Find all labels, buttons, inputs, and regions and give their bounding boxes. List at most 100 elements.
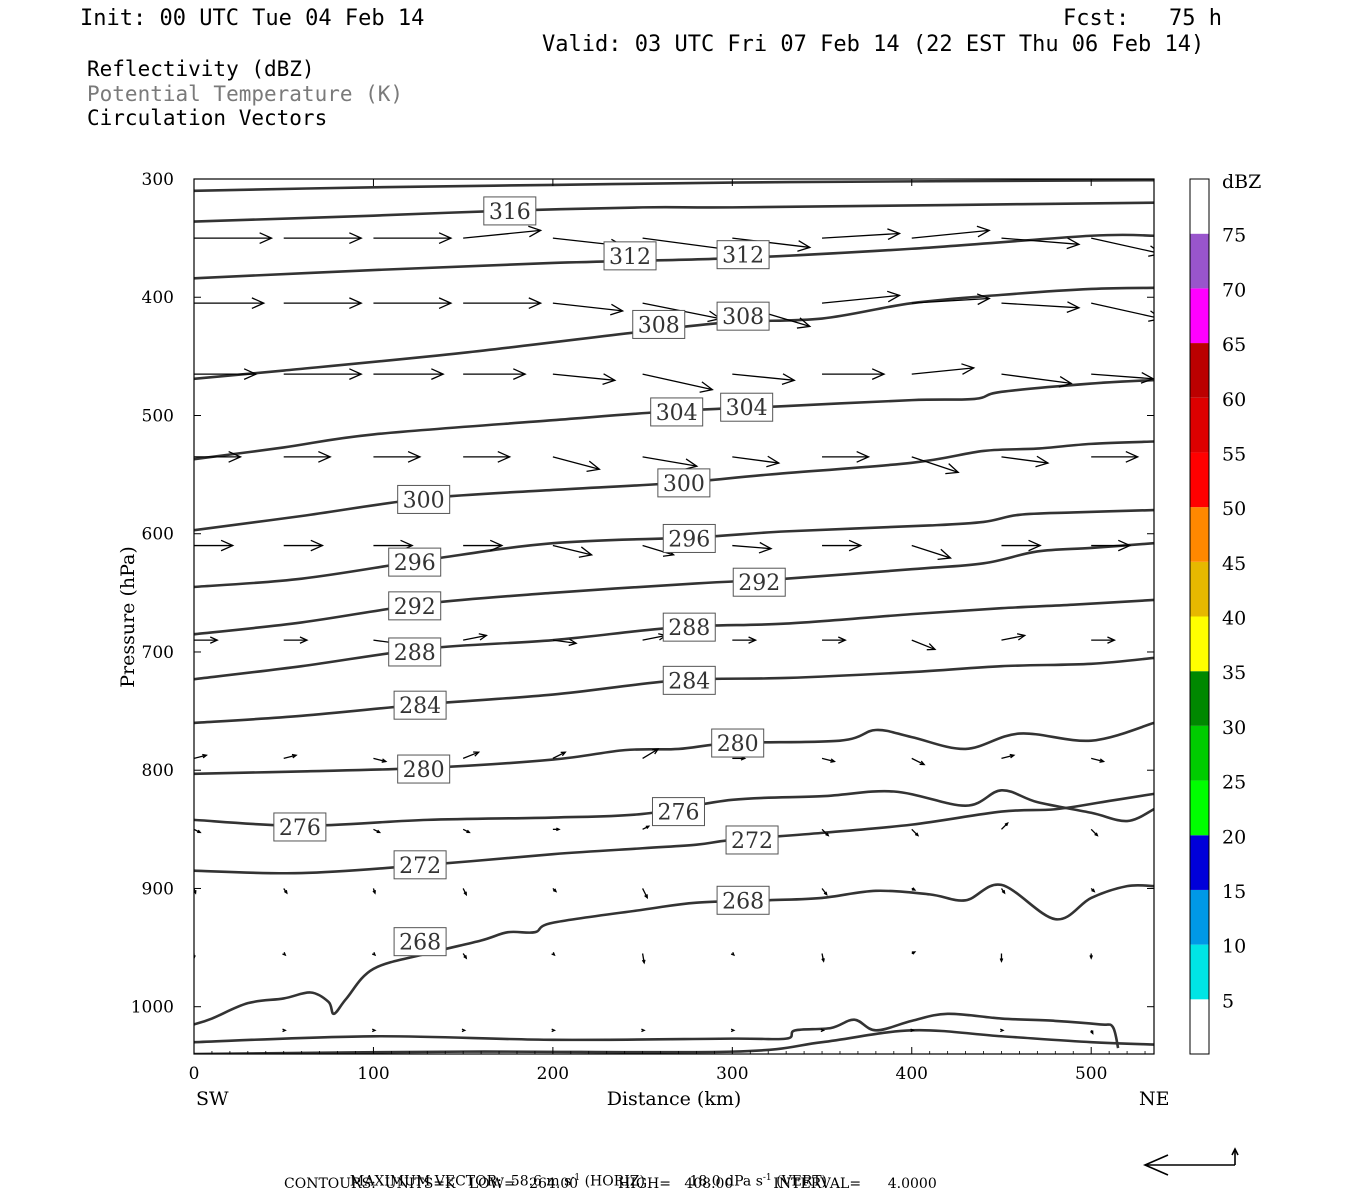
svg-text:284: 284	[399, 694, 441, 719]
theta-contour-296	[194, 508, 1154, 589]
circulation-vector	[911, 225, 991, 239]
circulation-vector	[463, 450, 512, 463]
circulation-vector	[373, 828, 382, 834]
vert-unit: (VERT)	[776, 1173, 827, 1190]
contour-label: 300	[657, 468, 711, 498]
circulation-vector	[642, 373, 714, 393]
circulation-vector	[730, 1028, 736, 1033]
circulation-vector	[821, 953, 825, 963]
circulation-vector	[373, 450, 422, 463]
contour-label: 288	[388, 637, 442, 667]
contour-label: 300	[397, 484, 451, 514]
colorbar-label: 5	[1222, 990, 1234, 1012]
contour-label: 272	[393, 850, 447, 880]
circulation-vector	[373, 368, 445, 380]
circulation-vector	[911, 828, 920, 837]
circulation-vector	[552, 302, 625, 316]
colorbar-unit: dBZ	[1222, 171, 1261, 193]
colorbar-swatch	[1190, 452, 1209, 508]
svg-text:296: 296	[668, 527, 710, 552]
colorbar-swatch	[1190, 343, 1209, 398]
circulation-vector	[821, 228, 902, 241]
circulation-vector	[642, 748, 660, 759]
horiz-unit: (HORIZ)	[584, 1173, 645, 1190]
circulation-vector	[911, 951, 917, 955]
y-tick-label: 700	[142, 643, 174, 663]
y-tick-label: 400	[142, 288, 174, 308]
circulation-vector	[999, 953, 1004, 963]
contour-label: 268	[393, 927, 447, 957]
circulation-vector	[821, 757, 836, 763]
contour-label: 288	[662, 612, 716, 642]
circulation-vector	[1000, 1028, 1005, 1033]
y-tick-label: 300	[142, 170, 174, 190]
colorbar-swatch	[1190, 288, 1209, 344]
circulation-vector	[194, 368, 258, 380]
colorbar-swatch	[1190, 233, 1209, 289]
circulation-vector	[463, 225, 543, 239]
circulation-vector	[552, 638, 578, 647]
contour-label: 276	[273, 812, 327, 842]
svg-text:280: 280	[717, 732, 759, 757]
svg-text:312: 312	[722, 244, 764, 269]
circulation-vector	[283, 753, 298, 760]
reference-vector-icon	[1142, 1147, 1239, 1176]
x-axis-label: Distance (km)	[607, 1088, 742, 1110]
circulation-vector	[463, 368, 527, 380]
circulation-vector	[1001, 301, 1081, 313]
circulation-vector	[822, 636, 847, 644]
circulation-vector	[642, 825, 651, 830]
svg-text:304: 304	[726, 396, 768, 421]
contour-labels: 316 312 312 308 308 304 304 300 300 296 296 292 292 2…	[273, 196, 786, 957]
colorbar-label: 20	[1222, 826, 1246, 848]
init-time: Init: 00 UTC Tue 04 Feb 14	[80, 6, 425, 31]
colorbar-label: 35	[1222, 662, 1246, 684]
circulation-vector	[552, 751, 567, 759]
y-tick-label: 1000	[131, 998, 174, 1018]
circulation-vector	[194, 636, 219, 644]
circulation-vector	[911, 887, 917, 891]
circulation-vector	[911, 456, 960, 475]
circulation-vector	[194, 953, 196, 960]
circulation-vector	[1001, 539, 1042, 552]
contour-label: 296	[388, 547, 442, 577]
colorbar-swatch	[1190, 889, 1209, 945]
circulation-vector	[1091, 302, 1154, 322]
colorbar-label: 15	[1222, 881, 1246, 903]
valid-time: Valid: 03 UTC Fri 07 Feb 14 (22 EST Thu …	[542, 32, 1205, 57]
circulation-vector	[822, 368, 886, 380]
circulation-vector	[1001, 455, 1050, 468]
circulation-vector	[373, 297, 453, 310]
circulation-vector	[194, 828, 202, 834]
svg-text:292: 292	[738, 571, 780, 596]
circulation-vector	[283, 232, 363, 245]
circulation-vector	[1001, 373, 1073, 388]
colorbar-label: 65	[1222, 334, 1246, 356]
colorbar-label: 50	[1222, 498, 1246, 520]
contour-label: 280	[397, 754, 451, 784]
forecast-hour: Fcst: 75 h	[1063, 6, 1222, 31]
circulation-vector	[641, 1028, 646, 1033]
circulation-vector	[911, 757, 926, 766]
colorbar-label: 40	[1222, 608, 1246, 630]
circulation-vector	[821, 828, 830, 837]
svg-text:292: 292	[394, 595, 436, 620]
circulation-vector	[552, 373, 617, 386]
x-tick-label: 100	[357, 1064, 389, 1084]
circulation-vector	[283, 539, 325, 552]
svg-text:308: 308	[638, 313, 680, 338]
circulation-vector	[1091, 539, 1132, 552]
contour-label: 312	[716, 240, 770, 270]
circulation-vector	[1001, 633, 1027, 641]
contour-label: 284	[662, 665, 716, 695]
circulation-vector	[1089, 953, 1094, 960]
circulation-vector	[283, 450, 332, 463]
vectors-title: Circulation Vectors	[87, 106, 328, 130]
circulation-vector	[463, 297, 543, 310]
circulation-vector	[1091, 636, 1117, 644]
contour-label: 304	[720, 392, 774, 422]
theta-contour-316	[194, 201, 1154, 223]
x-axis-left-end: SW	[196, 1088, 229, 1110]
svg-text:312: 312	[609, 245, 651, 270]
colorbar-swatch	[1190, 671, 1209, 726]
